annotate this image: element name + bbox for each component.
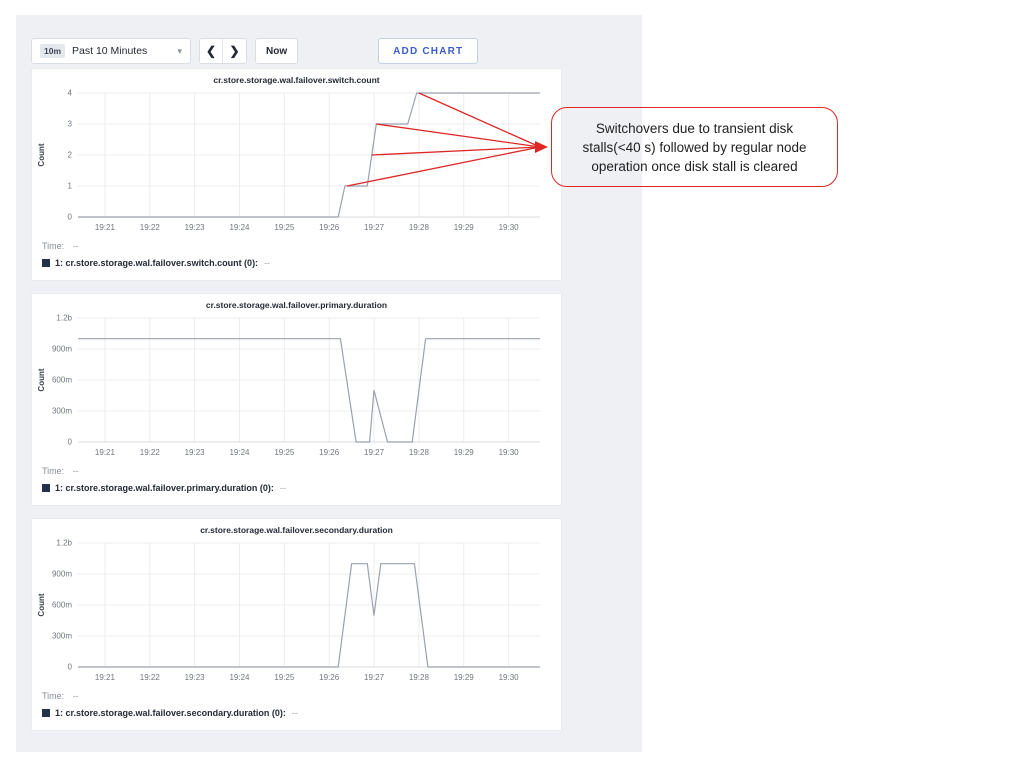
dashboard-panel: 10m Past 10 Minutes ▾ ❮ ❯ Now ADD CHART … bbox=[16, 15, 642, 752]
svg-text:600m: 600m bbox=[52, 601, 72, 610]
svg-text:Count: Count bbox=[37, 143, 46, 166]
annotation-text: Switchovers due to transient disk stalls… bbox=[582, 120, 807, 174]
svg-text:19:29: 19:29 bbox=[454, 448, 475, 457]
time-label: Time: bbox=[42, 466, 65, 476]
time-range-dropdown[interactable]: 10m Past 10 Minutes ▾ bbox=[31, 38, 191, 64]
svg-text:Count: Count bbox=[37, 368, 46, 391]
svg-text:19:22: 19:22 bbox=[140, 448, 161, 457]
svg-text:19:24: 19:24 bbox=[229, 223, 250, 232]
svg-text:19:25: 19:25 bbox=[274, 673, 295, 682]
svg-text:19:24: 19:24 bbox=[229, 448, 250, 457]
svg-text:0: 0 bbox=[68, 213, 73, 222]
time-value: -- bbox=[72, 241, 79, 251]
time-nav-group: ❮ ❯ bbox=[199, 38, 247, 64]
chart-plot[interactable]: 1.2b 900m 600m 300m 0 19:21 19:22 19:23 19:24 19:… bbox=[32, 312, 561, 462]
time-range-label: Past 10 Minutes bbox=[72, 45, 148, 57]
prev-time-button[interactable]: ❮ bbox=[200, 39, 223, 63]
svg-text:19:26: 19:26 bbox=[319, 673, 340, 682]
svg-text:19:29: 19:29 bbox=[454, 223, 475, 232]
chart-card: cr.store.storage.wal.failover.secondary.… bbox=[31, 518, 562, 731]
svg-text:0: 0 bbox=[68, 438, 73, 447]
time-label: Time: bbox=[42, 241, 65, 251]
svg-text:19:29: 19:29 bbox=[454, 673, 475, 682]
svg-text:19:27: 19:27 bbox=[364, 673, 385, 682]
svg-text:1.2b: 1.2b bbox=[56, 314, 72, 323]
add-chart-button[interactable]: ADD CHART bbox=[378, 38, 479, 64]
legend-swatch-icon bbox=[42, 709, 50, 717]
svg-text:19:23: 19:23 bbox=[185, 673, 206, 682]
svg-text:4: 4 bbox=[68, 89, 73, 98]
svg-text:19:23: 19:23 bbox=[185, 448, 206, 457]
time-label: Time: bbox=[42, 691, 65, 701]
svg-text:2: 2 bbox=[68, 151, 73, 160]
svg-text:19:27: 19:27 bbox=[364, 223, 385, 232]
svg-text:19:28: 19:28 bbox=[409, 448, 430, 457]
legend-label: 1: cr.store.storage.wal.failover.primary… bbox=[55, 483, 274, 493]
svg-text:19:21: 19:21 bbox=[95, 448, 116, 457]
svg-text:19:27: 19:27 bbox=[364, 448, 385, 457]
chart-plot[interactable]: 4 3 2 1 0 19:21 19:22 19:23 19:24 19:25 19:26 19:27… bbox=[32, 87, 561, 237]
svg-text:900m: 900m bbox=[52, 345, 72, 354]
svg-text:19:30: 19:30 bbox=[499, 673, 520, 682]
svg-text:600m: 600m bbox=[52, 376, 72, 385]
legend-value: -- bbox=[291, 708, 298, 718]
next-time-button[interactable]: ❯ bbox=[223, 39, 246, 63]
legend-value: -- bbox=[279, 483, 286, 493]
svg-text:300m: 300m bbox=[52, 632, 72, 641]
chart-title: cr.store.storage.wal.failover.secondary.… bbox=[200, 525, 393, 535]
chart-plot[interactable]: 1.2b 900m 600m 300m 0 19:21 19:22 19:23 19:24 19:… bbox=[32, 537, 561, 687]
chart-time-row: Time: -- bbox=[32, 462, 561, 476]
toolbar: 10m Past 10 Minutes ▾ ❮ ❯ Now ADD CHART bbox=[31, 38, 642, 68]
chart-title: cr.store.storage.wal.failover.primary.du… bbox=[205, 300, 388, 310]
legend-label: 1: cr.store.storage.wal.failover.switch.… bbox=[55, 258, 259, 268]
chart-time-row: Time: -- bbox=[32, 237, 561, 251]
chart-legend[interactable]: 1: cr.store.storage.wal.failover.primary… bbox=[32, 476, 561, 505]
svg-text:3: 3 bbox=[68, 120, 73, 129]
svg-text:19:24: 19:24 bbox=[229, 673, 250, 682]
svg-text:19:28: 19:28 bbox=[409, 223, 430, 232]
chevron-down-icon: ▾ bbox=[177, 45, 182, 56]
svg-text:19:25: 19:25 bbox=[274, 223, 295, 232]
svg-text:0: 0 bbox=[68, 663, 73, 672]
svg-text:300m: 300m bbox=[52, 407, 72, 416]
chart-title: cr.store.storage.wal.failover.switch.cou… bbox=[213, 75, 380, 85]
svg-text:19:28: 19:28 bbox=[409, 673, 430, 682]
chart-card: cr.store.storage.wal.failover.primary.du… bbox=[31, 293, 562, 506]
svg-text:Count: Count bbox=[37, 593, 46, 616]
legend-swatch-icon bbox=[42, 484, 50, 492]
now-button[interactable]: Now bbox=[255, 38, 299, 64]
svg-text:19:22: 19:22 bbox=[140, 223, 161, 232]
chart-card-list: cr.store.storage.wal.failover.switch.cou… bbox=[16, 68, 642, 731]
chart-card: cr.store.storage.wal.failover.switch.cou… bbox=[31, 68, 562, 281]
chart-time-row: Time: -- bbox=[32, 687, 561, 701]
annotation-callout: Switchovers due to transient disk stalls… bbox=[551, 107, 838, 187]
time-value: -- bbox=[72, 691, 79, 701]
svg-text:19:23: 19:23 bbox=[185, 223, 206, 232]
svg-text:19:30: 19:30 bbox=[499, 448, 520, 457]
svg-text:19:26: 19:26 bbox=[319, 223, 340, 232]
chart-legend[interactable]: 1: cr.store.storage.wal.failover.switch.… bbox=[32, 251, 561, 280]
svg-text:19:30: 19:30 bbox=[499, 223, 520, 232]
time-value: -- bbox=[72, 466, 79, 476]
svg-text:900m: 900m bbox=[52, 570, 72, 579]
svg-text:19:21: 19:21 bbox=[95, 673, 116, 682]
legend-swatch-icon bbox=[42, 259, 50, 267]
svg-text:19:21: 19:21 bbox=[95, 223, 116, 232]
svg-text:19:22: 19:22 bbox=[140, 673, 161, 682]
svg-text:19:26: 19:26 bbox=[319, 448, 340, 457]
chart-legend[interactable]: 1: cr.store.storage.wal.failover.seconda… bbox=[32, 701, 561, 730]
legend-value: -- bbox=[264, 258, 271, 268]
legend-label: 1: cr.store.storage.wal.failover.seconda… bbox=[55, 708, 286, 718]
svg-text:1: 1 bbox=[68, 182, 73, 191]
svg-text:1.2b: 1.2b bbox=[56, 539, 72, 548]
time-range-badge: 10m bbox=[40, 44, 66, 58]
svg-text:19:25: 19:25 bbox=[274, 448, 295, 457]
